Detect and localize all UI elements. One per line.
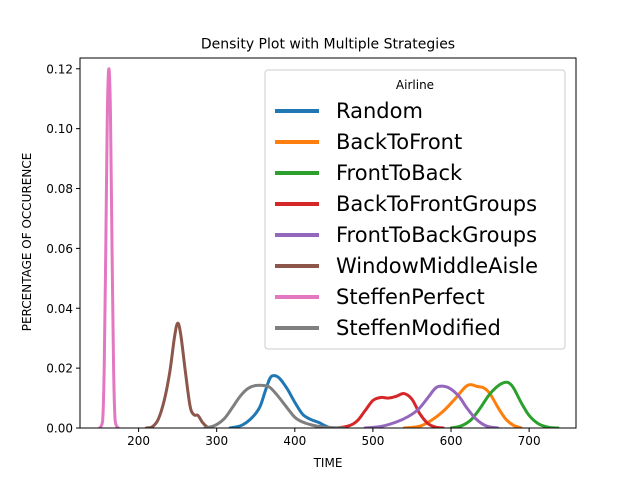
x-axis-label: TIME	[313, 456, 343, 470]
legend-box	[264, 69, 566, 350]
y-tick-label: 0.04	[46, 302, 73, 316]
legend-label-windowmiddleaisle: WindowMiddleAisle	[336, 254, 538, 278]
x-tick-label: 300	[205, 434, 228, 448]
legend: Airline Random BackToFront FrontToBack BackT…	[264, 69, 566, 350]
x-tick-label: 700	[518, 434, 541, 448]
plot-area	[98, 67, 560, 428]
x-tick-label: 200	[127, 434, 150, 448]
chart-title: Density Plot with Multiple Strategies	[201, 37, 455, 53]
series-line-windowmiddleaisle	[144, 321, 213, 428]
axes-frame	[79, 57, 577, 429]
y-tick-label: 0.02	[46, 362, 73, 376]
series-line-backtofront	[402, 383, 523, 428]
legend-label-backtofrontgroups: BackToFrontGroups	[336, 192, 537, 216]
series-line-steffenperfect	[98, 67, 120, 428]
y-tick-label: 0.12	[46, 62, 73, 76]
legend-label-fronttoback: FrontToBack	[336, 161, 463, 185]
series-line-steffenmodified	[203, 383, 346, 428]
y-tick-label: 0.06	[46, 242, 73, 256]
series-line-fronttoback	[449, 380, 560, 428]
series-line-random	[228, 374, 334, 428]
series-line-fronttobackgroups	[363, 384, 500, 428]
x-tick-label: 400	[283, 434, 306, 448]
axes: 200 300 400 500 600 700 0.00 0.02 0.04 0.06 0.08 0.…	[46, 57, 577, 448]
y-axis-label: PERCENTAGE OF OCCURENCE	[20, 153, 34, 332]
x-tick-label: 600	[440, 434, 463, 448]
y-tick-label: 0.00	[46, 422, 73, 436]
y-tick-label: 0.10	[46, 122, 73, 136]
legend-label-backtofront: BackToFront	[336, 130, 462, 154]
legend-label-fronttobackgroups: FrontToBackGroups	[336, 223, 537, 247]
y-tick-label: 0.08	[46, 182, 73, 196]
legend-label-steffenmodified: SteffenModified	[336, 316, 501, 340]
legend-label-steffenperfect: SteffenPerfect	[336, 285, 485, 309]
x-tick-label: 500	[361, 434, 384, 448]
legend-title: Airline	[396, 78, 434, 92]
legend-label-random: Random	[336, 99, 423, 123]
series-line-backtofrontgroups	[336, 392, 445, 428]
